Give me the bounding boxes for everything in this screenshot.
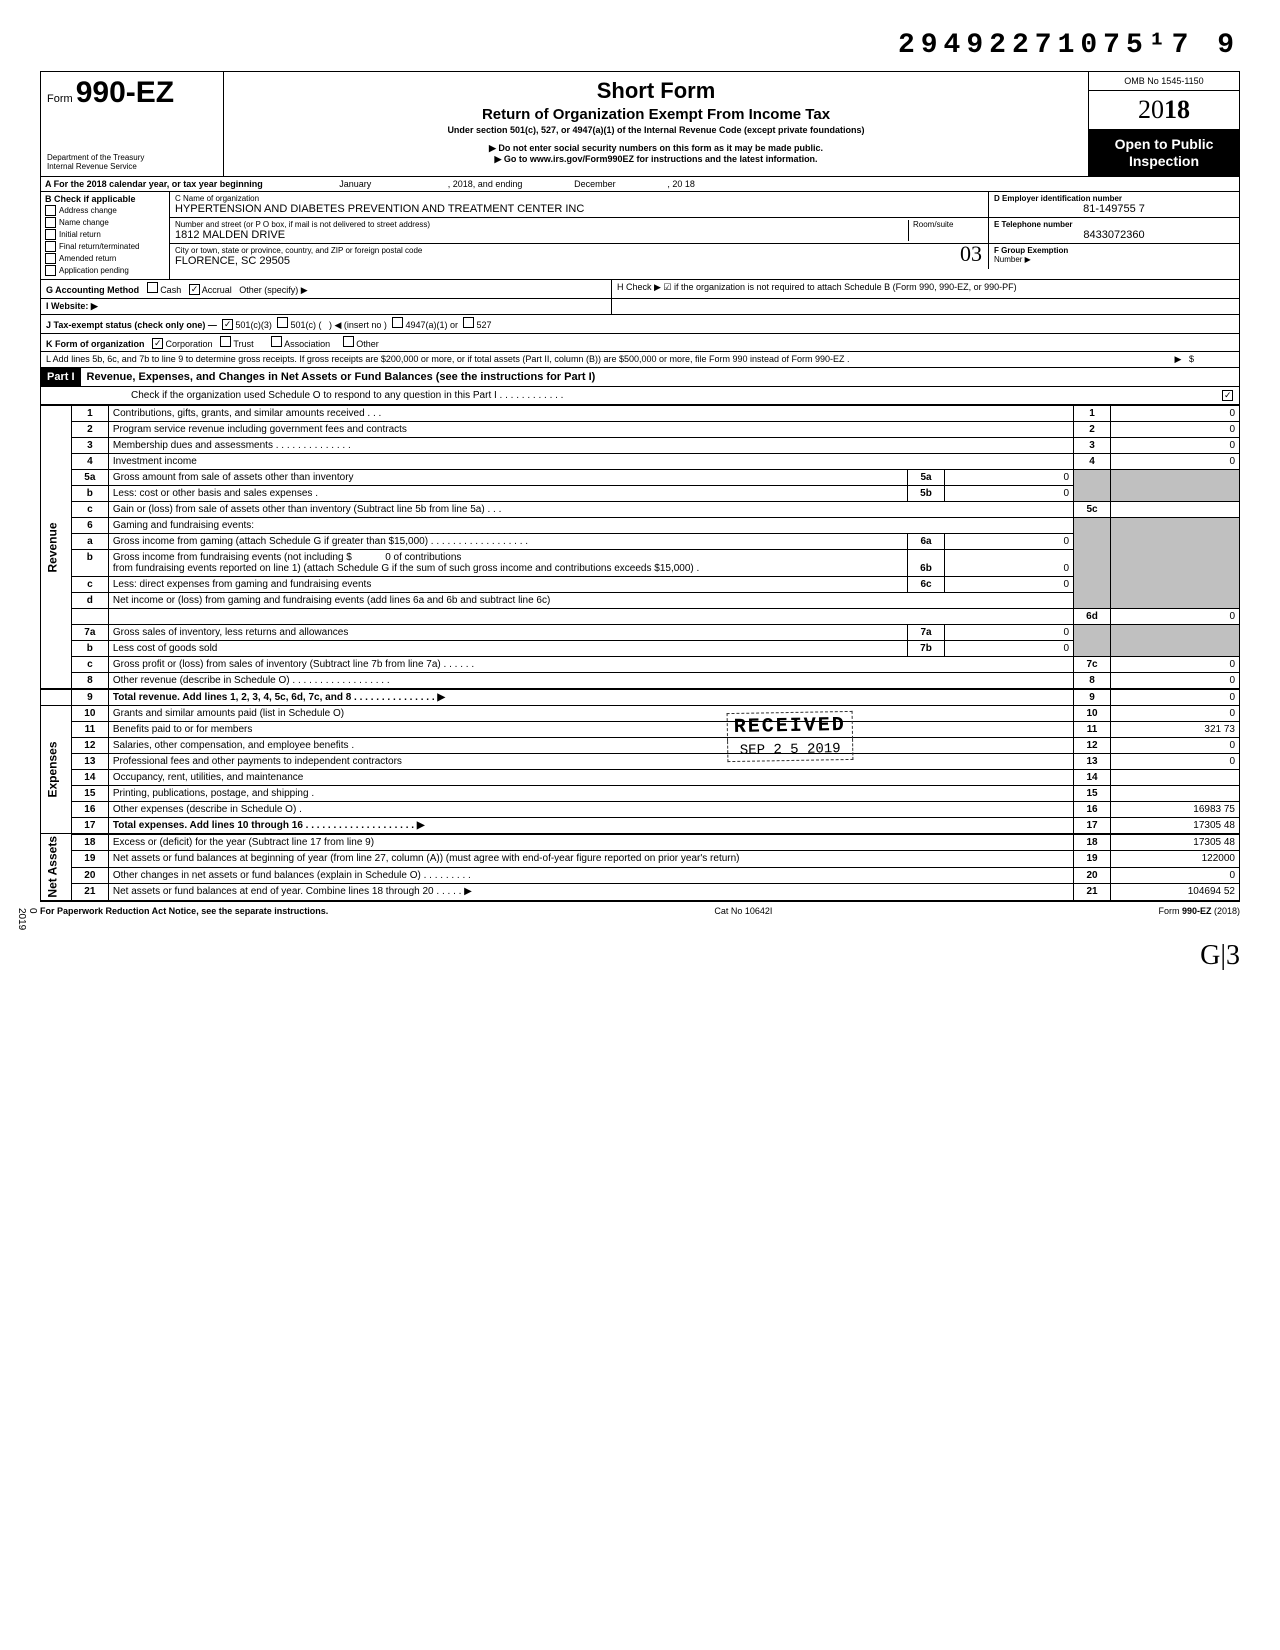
chk-name-change[interactable]: Name change	[45, 217, 165, 228]
phone-value: 8433072360	[994, 229, 1234, 241]
chk-assoc[interactable]	[271, 336, 282, 347]
line-7a: Gross sales of inventory, less returns a…	[108, 624, 907, 640]
line-4: Investment income	[108, 453, 1073, 469]
part1-title: Revenue, Expenses, and Changes in Net As…	[81, 368, 602, 386]
subtitle-url: ▶ Go to www.irs.gov/Form990EZ for instru…	[232, 154, 1080, 165]
vertical-date: 0 2019	[16, 908, 38, 930]
line-5c: Gain or (loss) from sale of assets other…	[108, 501, 1073, 517]
chk-accrual[interactable]	[189, 284, 200, 295]
form-header: Form 990-EZ Department of the Treasury I…	[40, 71, 1240, 177]
i-website: I Website: ▶	[41, 299, 612, 314]
c-label: C Name of organization	[175, 194, 983, 203]
chk-501c[interactable]	[277, 317, 288, 328]
chk-corp[interactable]	[152, 338, 163, 349]
line-8: Other revenue (describe in Schedule O) .…	[108, 672, 1073, 689]
k-form-org: K Form of organization Corporation Trust…	[41, 334, 1239, 351]
dept-treasury: Department of the Treasury Internal Reve…	[47, 154, 217, 172]
line-6: Gaming and fundraising events:	[108, 517, 1073, 533]
ein-value: 81-149755 7	[994, 203, 1234, 215]
l-gross-receipts: L Add lines 5b, 6c, and 7b to line 9 to …	[41, 352, 1239, 367]
j-tax-exempt: J Tax-exempt status (check only one) — 5…	[41, 315, 1239, 333]
chk-schedule-o[interactable]	[1222, 390, 1233, 401]
chk-4947[interactable]	[392, 317, 403, 328]
g-accounting: G Accounting Method Cash Accrual Other (…	[41, 280, 612, 298]
chk-address-change[interactable]: Address change	[45, 205, 165, 216]
line-7b: Less cost of goods sold	[108, 640, 907, 656]
block-b-through-f: B Check if applicable Address change Nam…	[40, 192, 1240, 280]
line-2: Program service revenue including govern…	[108, 421, 1073, 437]
line-12: Salaries, other compensation, and employ…	[108, 737, 1073, 753]
h-check: H Check ▶ ☑ if the organization is not r…	[612, 280, 1239, 298]
part1-check-row: Check if the organization used Schedule …	[40, 387, 1240, 405]
row-a-calendar-year: A For the 2018 calendar year, or tax yea…	[40, 177, 1240, 192]
line-6a: Gross income from gaming (attach Schedul…	[108, 533, 907, 549]
line-20: Other changes in net assets or fund bala…	[108, 867, 1073, 884]
footer-form: Form 990-EZ (2018)	[1158, 906, 1240, 916]
handwritten-code: 03	[960, 241, 982, 267]
title-short-form: Short Form	[232, 78, 1080, 104]
chk-other-org[interactable]	[343, 336, 354, 347]
line-5b: Less: cost or other basis and sales expe…	[108, 485, 907, 501]
line-5a: Gross amount from sale of assets other t…	[108, 469, 907, 485]
line-19: Net assets or fund balances at beginning…	[108, 851, 1073, 868]
omb-number: OMB No 1545-1150	[1089, 72, 1239, 91]
line-7c: Gross profit or (loss) from sales of inv…	[108, 656, 1073, 672]
chk-amended[interactable]: Amended return	[45, 253, 165, 264]
e-label: E Telephone number	[994, 220, 1234, 229]
side-net-assets: Net Assets	[41, 834, 72, 901]
title-return: Return of Organization Exempt From Incom…	[232, 106, 1080, 123]
handwritten-bottom-right: G|3	[40, 940, 1240, 972]
top-document-number: 29492271075¹7 9	[40, 30, 1240, 61]
city-value: FLORENCE, SC 29505	[175, 255, 983, 267]
line-6c: Less: direct expenses from gaming and fu…	[108, 576, 907, 592]
footer-cat: Cat No 10642I	[714, 906, 772, 916]
chk-final-return[interactable]: Final return/terminated	[45, 241, 165, 252]
line-3: Membership dues and assessments . . . . …	[108, 437, 1073, 453]
line-9: Total revenue. Add lines 1, 2, 3, 4, 5c,…	[108, 689, 1073, 706]
chk-initial-return[interactable]: Initial return	[45, 229, 165, 240]
line-6b: Gross income from fundraising events (no…	[108, 549, 907, 576]
open-to-public: Open to Public Inspection	[1089, 130, 1239, 176]
street-label: Number and street (or P O box, if mail i…	[175, 220, 908, 229]
part1-badge: Part I	[41, 368, 81, 386]
d-label: D Employer identification number	[994, 194, 1234, 203]
part1-header-row: Part I Revenue, Expenses, and Changes in…	[40, 368, 1240, 387]
f-label: F Group Exemption	[994, 246, 1234, 255]
footer: For Paperwork Reduction Act Notice, see …	[40, 901, 1240, 920]
received-stamp: RECEIVED SEP 2 5 2019	[727, 710, 854, 761]
line-21: Net assets or fund balances at end of ye…	[108, 884, 1073, 901]
form-number: Form 990-EZ	[47, 76, 217, 110]
line-1: Contributions, gifts, grants, and simila…	[108, 405, 1073, 421]
subtitle-ssn: ▶ Do not enter social security numbers o…	[232, 143, 1080, 154]
room-label: Room/suite	[913, 220, 983, 229]
line-17: Total expenses. Add lines 10 through 16 …	[108, 817, 1073, 834]
city-label: City or town, state or province, country…	[175, 246, 983, 255]
tax-year: 2018	[1089, 91, 1239, 130]
line-13: Professional fees and other payments to …	[108, 753, 1073, 769]
chk-527[interactable]	[463, 317, 474, 328]
line-6d: Net income or (loss) from gaming and fun…	[108, 592, 1073, 608]
street-value: 1812 MALDEN DRIVE	[175, 229, 908, 241]
line-10: Grants and similar amounts paid (list in…	[108, 705, 1073, 721]
side-expenses: Expenses	[41, 705, 72, 834]
line-15: Printing, publications, postage, and shi…	[108, 785, 1073, 801]
footer-paperwork: For Paperwork Reduction Act Notice, see …	[40, 906, 328, 916]
line-16: Other expenses (describe in Schedule O) …	[108, 801, 1073, 817]
chk-501c3[interactable]	[222, 319, 233, 330]
line-11: Benefits paid to or for members	[108, 721, 1073, 737]
side-revenue: Revenue	[41, 405, 72, 689]
chk-pending[interactable]: Application pending	[45, 265, 165, 276]
f-label2: Number ▶	[994, 255, 1234, 264]
chk-trust[interactable]	[220, 336, 231, 347]
subtitle-section: Under section 501(c), 527, or 4947(a)(1)…	[232, 125, 1080, 135]
line-14: Occupancy, rent, utilities, and maintena…	[108, 769, 1073, 785]
chk-cash[interactable]	[147, 282, 158, 293]
org-name: HYPERTENSION AND DIABETES PREVENTION AND…	[175, 203, 983, 215]
main-table: Revenue 1Contributions, gifts, grants, a…	[40, 405, 1240, 901]
line-18: Excess or (deficit) for the year (Subtra…	[108, 834, 1073, 851]
b-header: B Check if applicable	[45, 194, 165, 204]
